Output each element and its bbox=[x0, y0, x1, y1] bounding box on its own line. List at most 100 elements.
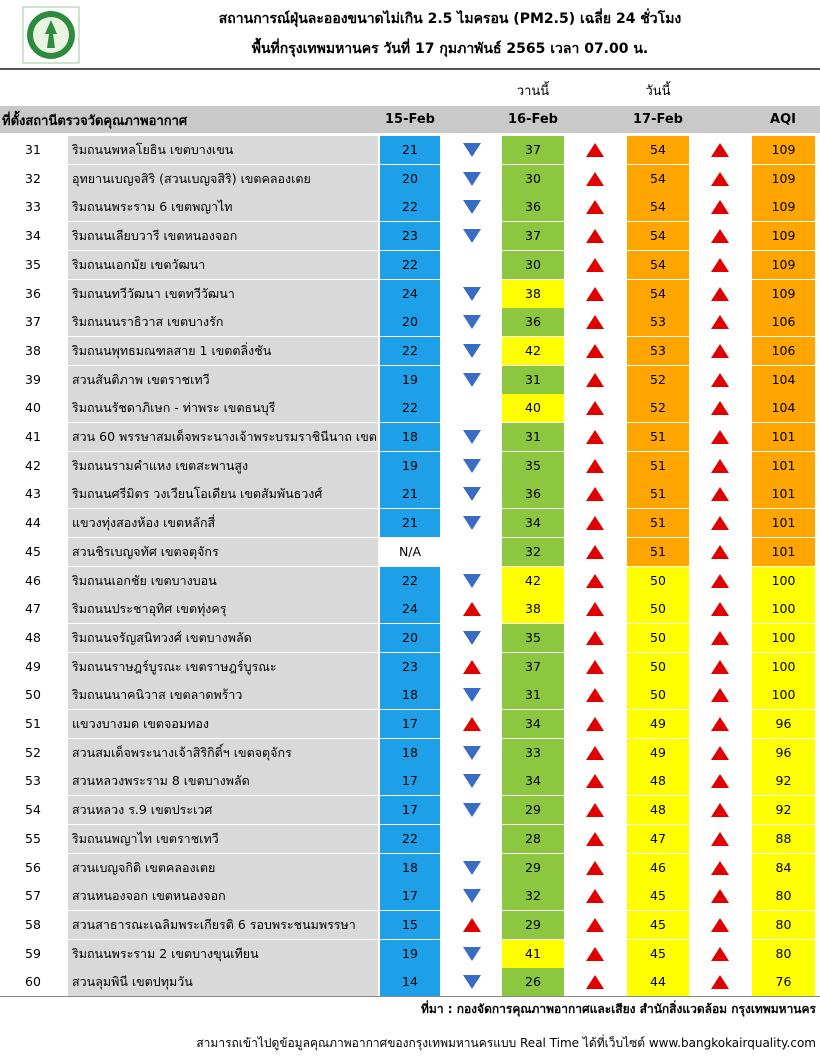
arrow-down bbox=[463, 774, 481, 789]
arrow-up bbox=[711, 917, 729, 932]
row-number: 38 bbox=[25, 342, 41, 358]
station: สวนสันติภาพ เขตราชเทวี bbox=[68, 365, 378, 394]
pm-16-feb: 34 bbox=[502, 710, 564, 738]
arrow-down bbox=[463, 745, 481, 760]
arrow-up bbox=[711, 745, 729, 760]
pm-17-feb: 53 bbox=[627, 336, 689, 365]
source: ที่มา : กองจัดการคุณภาพอากาศและเสียง สำน… bbox=[421, 1002, 816, 1016]
pm-16-feb: 33 bbox=[502, 738, 564, 767]
pm-17-feb: 54 bbox=[627, 193, 689, 222]
arrow-up bbox=[711, 630, 729, 645]
pm-17-feb: 46 bbox=[627, 853, 689, 882]
pm-15-feb: 22 bbox=[380, 824, 440, 853]
row-number: 59 bbox=[25, 945, 41, 961]
column-header: 17-Feb bbox=[633, 112, 683, 127]
station: สวนชิรเบญจทัศ เขตจตุจักร bbox=[68, 537, 378, 566]
pm-16-feb: 37 bbox=[502, 136, 564, 164]
arrow-up bbox=[711, 430, 729, 444]
pm-15-feb: 24 bbox=[380, 595, 440, 624]
station: ริมถนนพญาไท เขตราชเทวี bbox=[68, 824, 378, 853]
aqi: 100 bbox=[752, 623, 815, 652]
arrow-up bbox=[586, 717, 604, 731]
logo bbox=[22, 6, 80, 64]
arrow-down bbox=[463, 487, 481, 502]
arrow-up bbox=[711, 860, 729, 875]
row-number: 51 bbox=[25, 716, 41, 731]
pm-17-feb: 51 bbox=[627, 509, 689, 538]
station: สวนหนองจอก เขตหนองจอก bbox=[68, 882, 378, 911]
pm-17-feb: 48 bbox=[627, 767, 689, 796]
arrow-down bbox=[463, 171, 481, 186]
arrow-up bbox=[586, 602, 604, 617]
station: สวน 60 พรรษาสมเด็จพระนางเจ้าพระบรมราชินี… bbox=[68, 423, 378, 451]
pm-17-feb: 44 bbox=[627, 968, 689, 997]
pm-15-feb: 18 bbox=[380, 423, 440, 451]
pm-17-feb: 50 bbox=[627, 652, 689, 681]
arrow-up bbox=[711, 372, 729, 387]
arrow-up bbox=[463, 717, 481, 731]
arrow-up bbox=[586, 143, 604, 157]
arrow-up bbox=[711, 229, 729, 244]
arrow-up bbox=[586, 343, 604, 358]
pm-15-feb: 22 bbox=[380, 193, 440, 222]
aqi: 101 bbox=[752, 451, 815, 480]
pm-17-feb: 53 bbox=[627, 308, 689, 337]
subtitle: พื้นที่กรุงเทพมหานคร วันที่ 17 กุมภาพันธ… bbox=[251, 41, 649, 57]
row-number: 48 bbox=[25, 629, 41, 645]
station: ริมถนนพระราม 2 เขตบางขุนเทียน bbox=[68, 939, 378, 968]
pm-17-feb: 50 bbox=[627, 566, 689, 595]
arrow-down bbox=[463, 372, 481, 387]
arrow-up bbox=[586, 229, 604, 244]
group-label: วานนี้ bbox=[516, 84, 550, 99]
aqi: 109 bbox=[752, 193, 815, 222]
arrow-down bbox=[463, 430, 481, 444]
station: ริมถนนพระราม 6 เขตพญาไท bbox=[68, 193, 378, 222]
arrow-up bbox=[711, 343, 729, 358]
pm-15-feb: 15 bbox=[380, 910, 440, 939]
aqi: 104 bbox=[752, 394, 815, 423]
row-number: 37 bbox=[25, 314, 41, 330]
row-number: 52 bbox=[25, 744, 41, 760]
pm-17-feb: 52 bbox=[627, 365, 689, 394]
pm-17-feb: 49 bbox=[627, 710, 689, 738]
pm-15-feb: 17 bbox=[380, 710, 440, 738]
pm-15-feb: 23 bbox=[380, 222, 440, 251]
station: สวนหลวงพระราม 8 เขตบางพลัด bbox=[68, 767, 378, 796]
column-header: ที่ตั้งสถานีตรวจวัดคุณภาพอากาศ bbox=[2, 114, 188, 129]
arrow-down bbox=[463, 143, 481, 157]
pm-15-feb: 19 bbox=[380, 365, 440, 394]
row-number: 34 bbox=[25, 228, 41, 244]
station: ริมถนนรัชดาภิเษก - ท่าพระ เขตธนบุรี bbox=[68, 394, 378, 423]
row-number: 36 bbox=[25, 285, 41, 301]
station: ริมถนนพุทธมณฑลสาย 1 เขตตลิ่งชัน bbox=[68, 336, 378, 365]
pm-15-feb: 21 bbox=[380, 136, 440, 164]
arrow-up bbox=[711, 975, 729, 990]
arrow-up bbox=[586, 573, 604, 588]
pm-17-feb: 54 bbox=[627, 222, 689, 251]
pm-17-feb: 47 bbox=[627, 824, 689, 853]
arrow-up bbox=[586, 458, 604, 473]
arrow-down bbox=[463, 286, 481, 301]
pm-16-feb: 37 bbox=[502, 222, 564, 251]
aqi: 80 bbox=[752, 882, 815, 911]
pm-17-feb: 51 bbox=[627, 480, 689, 509]
arrow-down bbox=[463, 229, 481, 244]
pm-15-feb: 19 bbox=[380, 939, 440, 968]
aqi: 92 bbox=[752, 767, 815, 796]
arrow-up bbox=[586, 831, 604, 846]
station: ริมถนนนาคนิวาส เขตลาดพร้าว bbox=[68, 681, 378, 710]
pm-16-feb: 41 bbox=[502, 939, 564, 968]
aqi: 96 bbox=[752, 738, 815, 767]
arrow-down bbox=[463, 860, 481, 875]
arrow-up bbox=[586, 286, 604, 301]
pm-15-feb: 22 bbox=[380, 566, 440, 595]
column-header: 16-Feb bbox=[508, 112, 558, 127]
pm-16-feb: 34 bbox=[502, 509, 564, 538]
arrow-up bbox=[586, 917, 604, 932]
arrow-up bbox=[711, 831, 729, 846]
arrow-up bbox=[586, 315, 604, 330]
arrow-up bbox=[586, 688, 604, 703]
pm-15-feb: 21 bbox=[380, 480, 440, 509]
title: สถานการณ์ฝุ่นละอองขนาดไม่เกิน 2.5 ไมครอน… bbox=[218, 11, 682, 27]
